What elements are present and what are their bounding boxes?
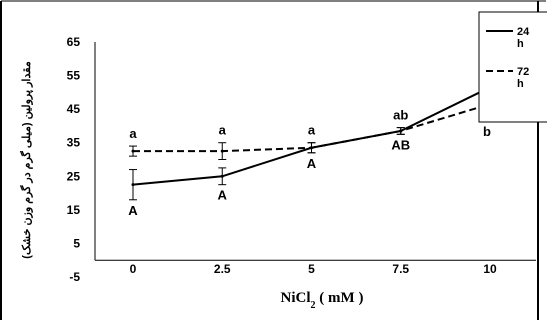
data-point — [220, 149, 224, 153]
x-axis-label: NiCl2 ( mM ) — [281, 290, 364, 311]
legend-box — [478, 11, 547, 123]
significance-letter: A — [128, 203, 138, 218]
y-tick-label: 65 — [67, 35, 81, 49]
y-tick-labels: -5 5 15 25 35 45 55 65 — [67, 35, 81, 284]
legend-label: 24 — [517, 26, 530, 38]
x-axis-label-subscript: 2 — [311, 300, 316, 311]
x-tick-label: 7.5 — [392, 262, 409, 276]
data-point — [131, 149, 135, 153]
significance-letter: a — [129, 126, 137, 141]
x-tick-labels: 0 2.5 5 7.5 10 — [130, 262, 497, 276]
legend-label: h — [517, 38, 524, 50]
y-tick-label: 5 — [73, 236, 80, 250]
x-tick-label: 10 — [483, 262, 497, 276]
y-tick-label: 55 — [67, 69, 81, 83]
significance-letter: a — [308, 123, 316, 138]
x-axis-label-main: NiCl — [281, 290, 311, 306]
y-tick-label: 25 — [67, 169, 81, 183]
series-layer: AAAABBaaaabb — [128, 37, 494, 218]
data-point — [131, 183, 135, 187]
y-tick-label: 15 — [67, 203, 81, 217]
significance-letter: A — [218, 188, 228, 203]
x-tick-label: 2.5 — [214, 262, 231, 276]
y-tick-label: 45 — [67, 102, 81, 116]
significance-letter: a — [219, 123, 227, 138]
x-tick-label: 5 — [308, 262, 315, 276]
legend-label: 72 — [517, 66, 529, 78]
x-axis-label-unit: ( mM ) — [316, 290, 364, 306]
data-point — [399, 129, 403, 133]
significance-letter: ab — [393, 108, 408, 123]
data-point — [310, 146, 313, 150]
significance-letter: AB — [391, 137, 410, 152]
y-tick-label: 35 — [67, 136, 81, 150]
x-tick-label: 0 — [130, 262, 137, 276]
significance-letter: b — [483, 124, 491, 139]
data-point — [220, 174, 224, 178]
significance-letter: A — [307, 156, 317, 171]
y-tick-label: -5 — [69, 270, 80, 284]
legend-label: h — [517, 78, 524, 90]
y-axis-label: مقدار پرولین (میلی گرم در گرم وزن خشک) — [19, 61, 33, 259]
series-72h: a a a ab b — [129, 86, 494, 160]
